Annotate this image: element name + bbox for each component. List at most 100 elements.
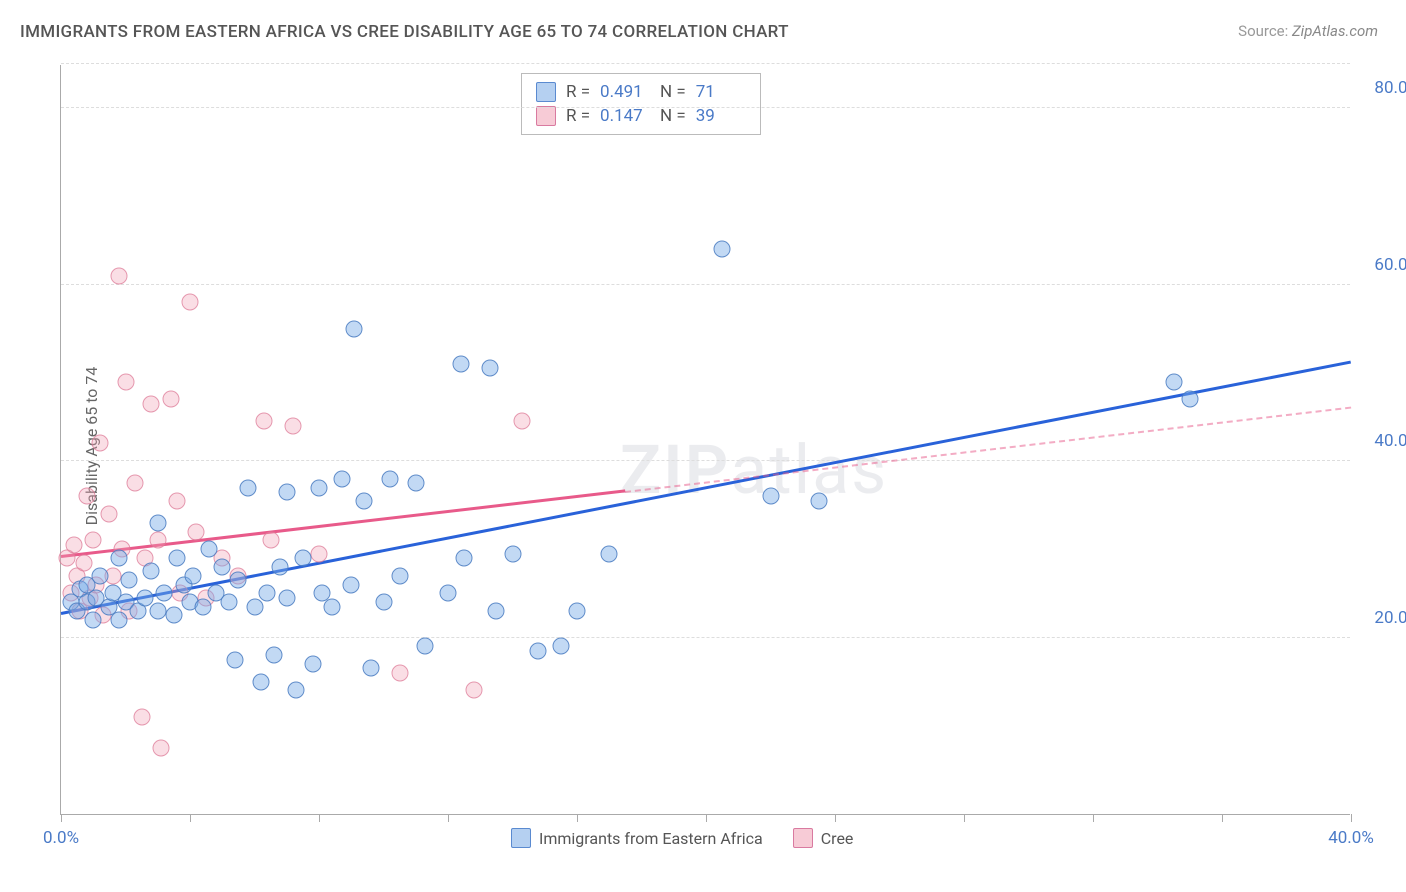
data-point-b: [149, 532, 166, 549]
trendline-b-dashed: [625, 406, 1351, 492]
data-point-a: [375, 594, 392, 611]
data-point-a: [194, 598, 211, 615]
legend-r-label: R =: [566, 106, 590, 126]
data-point-a: [481, 360, 498, 377]
data-point-b: [111, 267, 128, 284]
legend-correlation-box: R = 0.491 N = 71 R = 0.147 N = 39: [521, 73, 761, 135]
x-tick: [706, 814, 707, 822]
data-point-a: [343, 576, 360, 593]
data-point-b: [127, 475, 144, 492]
data-point-a: [552, 638, 569, 655]
trendline-b: [61, 490, 626, 559]
data-point-a: [214, 558, 231, 575]
x-tick-label: 40.0%: [1328, 828, 1374, 848]
data-point-b: [391, 664, 408, 681]
data-point-a: [762, 488, 779, 505]
legend-item-series-a: Immigrants from Eastern Africa: [511, 828, 763, 848]
plot-region: R = 0.491 N = 71 R = 0.147 N = 39 Immigr…: [60, 65, 1350, 815]
data-point-a: [91, 567, 108, 584]
chart-title: IMMIGRANTS FROM EASTERN AFRICA VS CREE D…: [20, 22, 789, 42]
data-point-a: [440, 585, 457, 602]
data-point-a: [265, 647, 282, 664]
data-point-a: [530, 642, 547, 659]
data-point-a: [156, 585, 173, 602]
data-point-a: [240, 479, 257, 496]
data-point-b: [285, 417, 302, 434]
data-point-a: [149, 514, 166, 531]
data-point-a: [220, 594, 237, 611]
data-point-b: [256, 413, 273, 430]
data-point-a: [381, 470, 398, 487]
data-point-b: [143, 395, 160, 412]
legend-row-series-a: R = 0.491 N = 71: [536, 80, 746, 104]
data-point-b: [182, 294, 199, 311]
data-point-a: [136, 589, 153, 606]
data-point-a: [288, 682, 305, 699]
data-point-a: [111, 611, 128, 628]
legend-series-box: Immigrants from Eastern Africa Cree: [511, 828, 853, 848]
data-point-a: [333, 470, 350, 487]
y-tick-label: 80.0%: [1360, 78, 1406, 98]
legend-item-series-b: Cree: [793, 828, 854, 848]
data-point-b: [78, 488, 95, 505]
data-point-b: [162, 391, 179, 408]
x-tick: [1093, 814, 1094, 822]
data-point-a: [120, 572, 137, 589]
data-point-a: [311, 479, 328, 496]
data-point-a: [246, 598, 263, 615]
data-point-b: [91, 435, 108, 452]
data-point-a: [346, 320, 363, 337]
data-point-a: [304, 656, 321, 673]
data-point-a: [1181, 391, 1198, 408]
data-point-a: [272, 558, 289, 575]
y-tick-label: 60.0%: [1360, 255, 1406, 275]
swatch-series-a: [511, 828, 531, 848]
data-point-b: [75, 554, 92, 571]
data-point-b: [465, 682, 482, 699]
data-point-a: [165, 607, 182, 624]
x-tick: [964, 814, 965, 822]
data-point-b: [85, 532, 102, 549]
chart-source: Source: ZipAtlas.com: [1238, 22, 1378, 40]
data-point-a: [230, 572, 247, 589]
data-point-a: [149, 603, 166, 620]
gridline-h: [61, 637, 1350, 638]
data-point-a: [323, 598, 340, 615]
gridline-h: [61, 63, 1350, 64]
x-tick-label: 0.0%: [43, 828, 79, 848]
data-point-a: [278, 483, 295, 500]
data-point-a: [504, 545, 521, 562]
gridline-h: [61, 107, 1350, 108]
x-tick: [190, 814, 191, 822]
data-point-a: [185, 567, 202, 584]
chart-area: ZIPatlas R = 0.491 N = 71 R = 0.147 N = …: [50, 55, 1380, 845]
source-label: Source:: [1238, 22, 1288, 40]
data-point-a: [259, 585, 276, 602]
legend-r-label: R =: [566, 82, 590, 102]
y-tick-label: 40.0%: [1360, 431, 1406, 451]
data-point-a: [143, 563, 160, 580]
data-point-a: [227, 651, 244, 668]
data-point-b: [101, 506, 118, 523]
legend-n-value-a: 71: [696, 82, 746, 102]
data-point-b: [262, 532, 279, 549]
legend-label-a: Immigrants from Eastern Africa: [539, 829, 763, 848]
data-point-b: [188, 523, 205, 540]
data-point-b: [311, 545, 328, 562]
data-point-a: [391, 567, 408, 584]
data-point-a: [362, 660, 379, 677]
legend-n-label: N =: [660, 106, 686, 126]
data-point-b: [152, 739, 169, 756]
legend-n-value-b: 39: [696, 106, 746, 126]
data-point-b: [169, 492, 186, 509]
data-point-a: [85, 611, 102, 628]
data-point-a: [356, 492, 373, 509]
data-point-a: [456, 550, 473, 567]
data-point-b: [514, 413, 531, 430]
data-point-a: [278, 589, 295, 606]
data-point-a: [569, 603, 586, 620]
data-point-a: [407, 475, 424, 492]
swatch-series-a: [536, 82, 556, 102]
legend-n-label: N =: [660, 82, 686, 102]
data-point-a: [252, 673, 269, 690]
